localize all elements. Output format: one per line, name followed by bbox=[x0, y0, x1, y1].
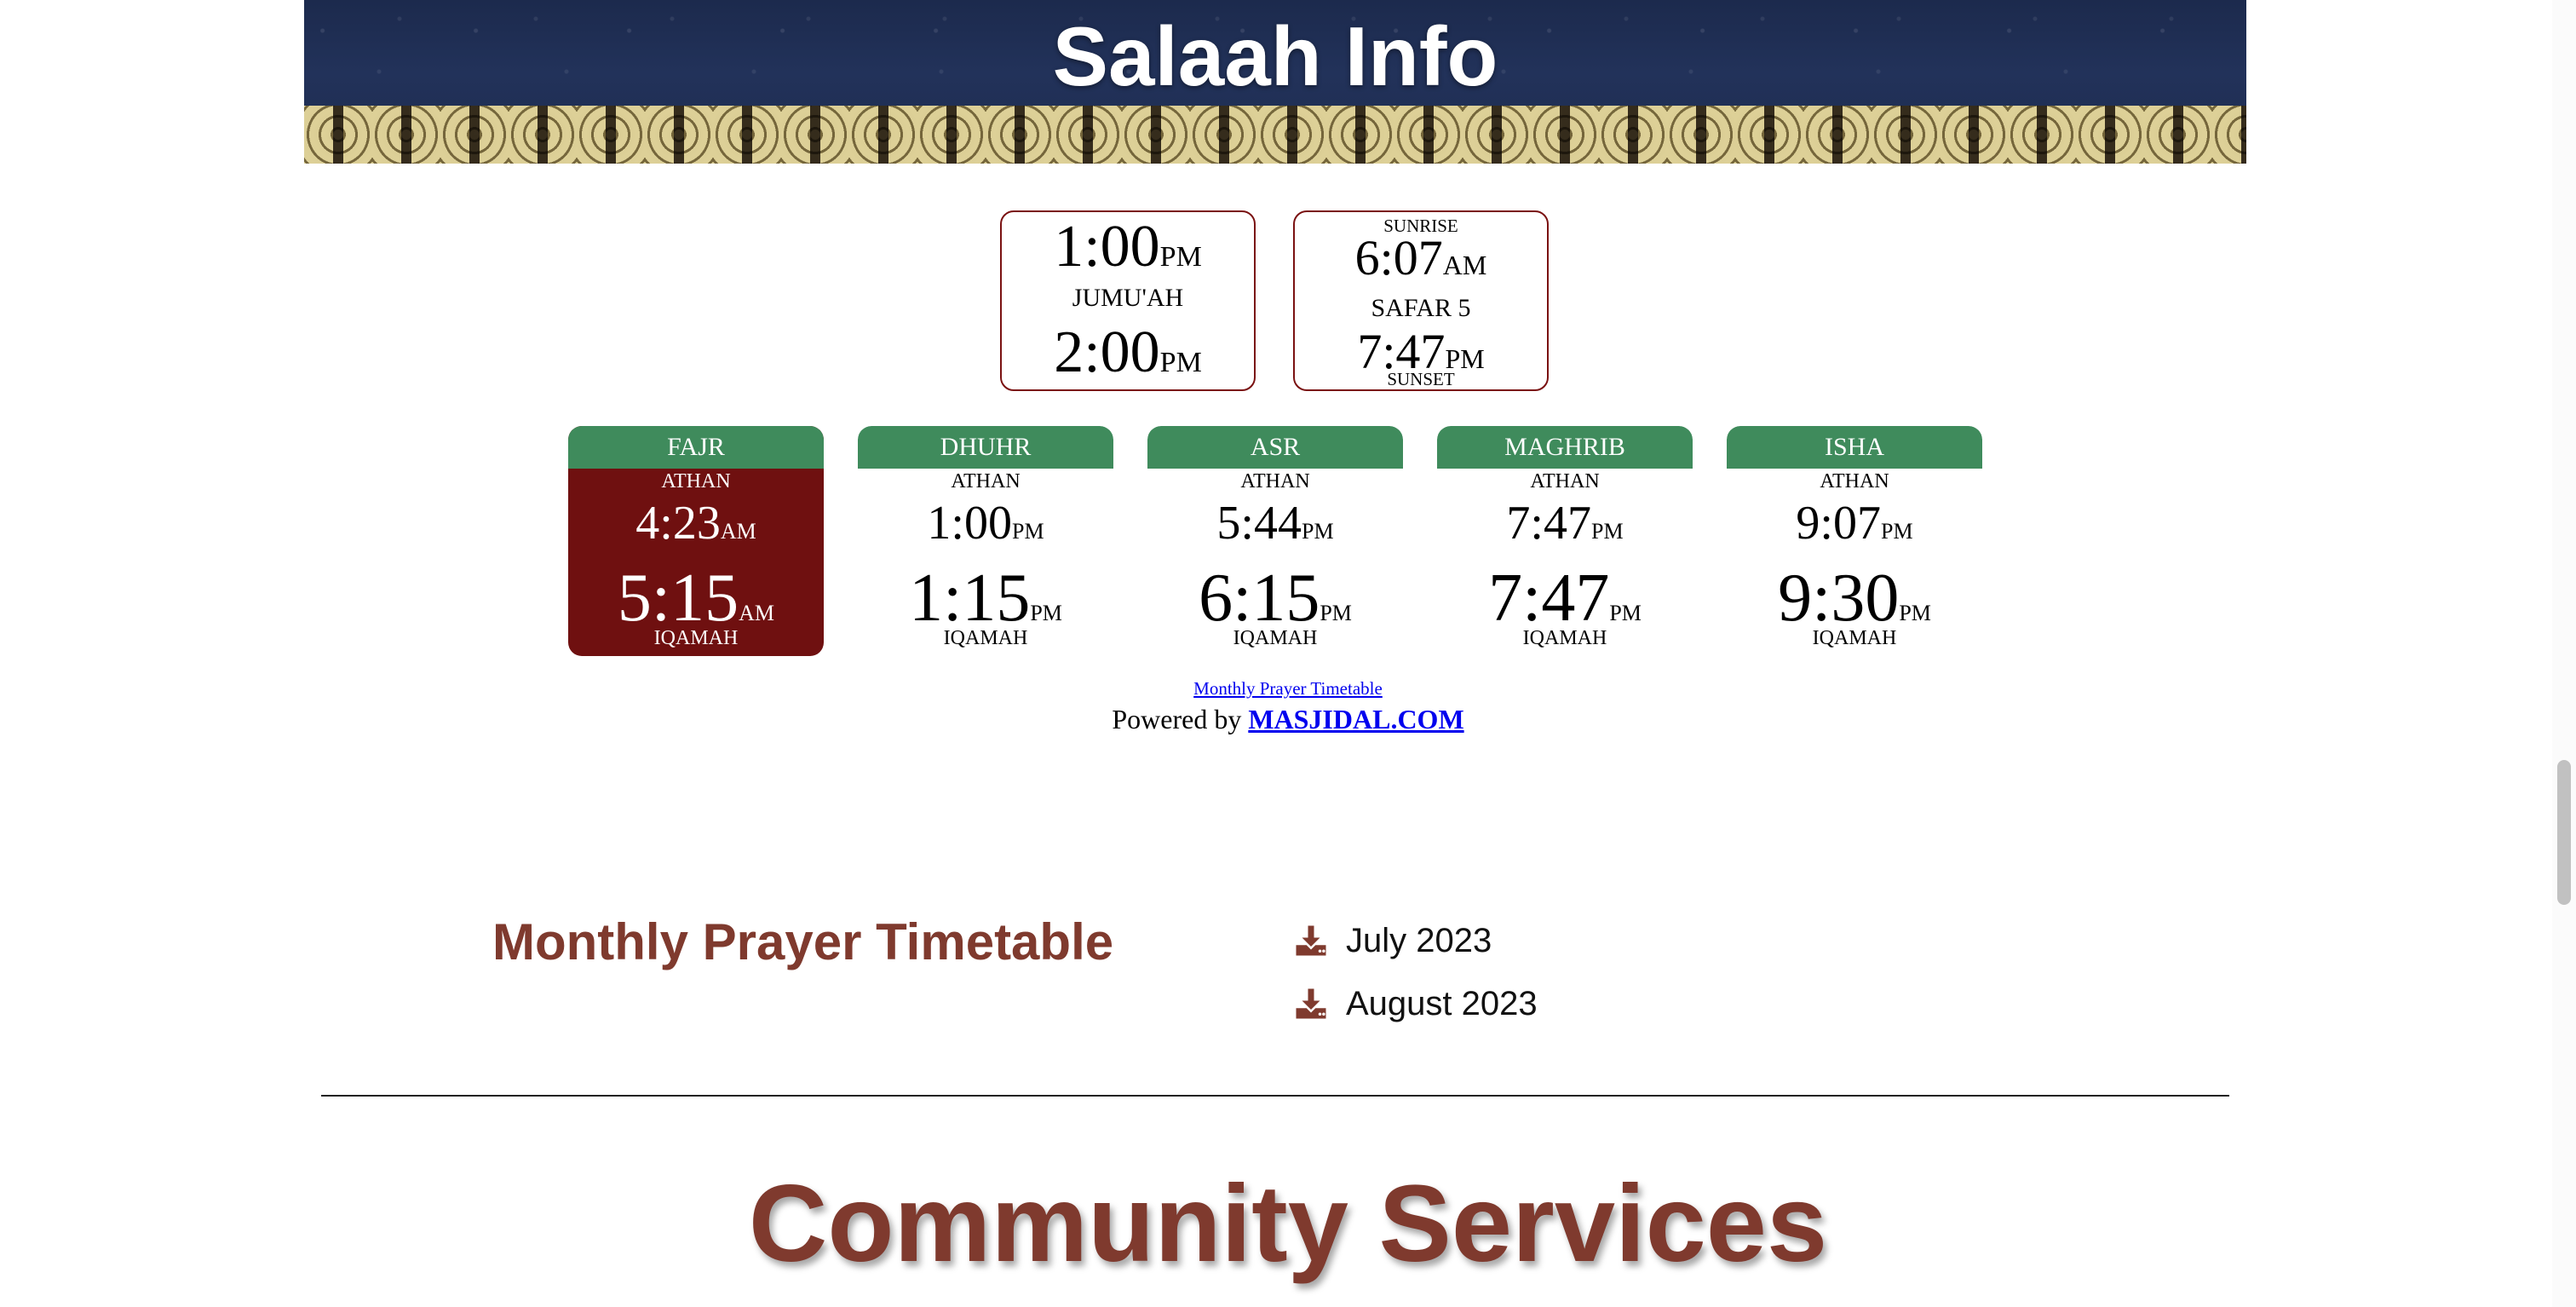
prayer-card-fajr: FAJR ATHAN 4:23AM 5:15AM IQAMAH bbox=[568, 426, 824, 656]
sun-box: SUNRISE 6:07AM SAFAR 5 7:47PM SUNSET bbox=[1293, 210, 1549, 391]
prayer-name: ISHA bbox=[1727, 426, 1982, 469]
scrollbar-track[interactable] bbox=[2552, 0, 2576, 1307]
iqamah-time: 5:15AM bbox=[617, 561, 775, 636]
prayer-card-maghrib: MAGHRIB ATHAN 7:47PM 7:47PM IQAMAH bbox=[1437, 426, 1693, 656]
iqamah-time: 9:30PM bbox=[1778, 561, 1931, 636]
powered-by-prefix: Powered by bbox=[1112, 704, 1249, 734]
iqamah-time: 6:15PM bbox=[1199, 561, 1352, 636]
prayer-name: ASR bbox=[1147, 426, 1403, 469]
scrollbar-thumb[interactable] bbox=[2557, 760, 2571, 905]
sunrise-label: SUNRISE bbox=[1383, 216, 1458, 236]
sunrise-time: 6:07AM bbox=[1354, 230, 1487, 285]
jumuah-time-1: 1:00PM bbox=[1054, 214, 1202, 279]
hero-carpet-border bbox=[304, 106, 2246, 164]
athan-time: 7:47PM bbox=[1506, 497, 1624, 550]
athan-time: 4:23AM bbox=[635, 497, 756, 550]
iqamah-time: 1:15PM bbox=[909, 561, 1062, 636]
iqamah-label: IQAMAH bbox=[1233, 627, 1318, 649]
jumuah-time-2: 2:00PM bbox=[1054, 320, 1202, 385]
iqamah-label: IQAMAH bbox=[653, 627, 739, 649]
iqamah-label: IQAMAH bbox=[943, 627, 1028, 649]
athan-label: ATHAN bbox=[661, 470, 731, 492]
iqamah-time: 7:47PM bbox=[1488, 561, 1642, 636]
jumuah-label: JUMU'AH bbox=[1072, 284, 1184, 312]
hero-banner: Salaah Info bbox=[304, 0, 2246, 164]
prayer-card-asr: ASR ATHAN 5:44PM 6:15PM IQAMAH bbox=[1147, 426, 1403, 656]
athan-time: 1:00PM bbox=[927, 497, 1044, 550]
prayer-name: FAJR bbox=[568, 426, 824, 469]
community-services-heading: Community Services bbox=[748, 1163, 1828, 1285]
hijri-date: SAFAR 5 bbox=[1371, 294, 1471, 322]
sunset-time: 7:47PM bbox=[1357, 324, 1485, 379]
download-label: August 2023 bbox=[1346, 984, 1538, 1022]
section-divider bbox=[321, 1095, 2229, 1097]
prayer-card-dhuhr: DHUHR ATHAN 1:00PM 1:15PM IQAMAH bbox=[858, 426, 1113, 656]
iqamah-label: IQAMAH bbox=[1812, 627, 1897, 649]
athan-time: 9:07PM bbox=[1796, 497, 1913, 550]
download-icon bbox=[1296, 925, 1326, 956]
jumuah-box: 1:00PM JUMU'AH 2:00PM bbox=[1000, 210, 1256, 391]
athan-label: ATHAN bbox=[951, 470, 1021, 492]
iqamah-label: IQAMAH bbox=[1522, 627, 1607, 649]
download-link-august[interactable]: August 2023 bbox=[1293, 978, 1538, 1029]
prayer-card-isha: ISHA ATHAN 9:07PM 9:30PM IQAMAH bbox=[1727, 426, 1982, 656]
powered-by: Powered by MASJIDAL.COM bbox=[0, 704, 2576, 735]
athan-label: ATHAN bbox=[1530, 470, 1600, 492]
download-link-july[interactable]: July 2023 bbox=[1293, 915, 1492, 966]
athan-label: ATHAN bbox=[1240, 470, 1310, 492]
download-label: July 2023 bbox=[1346, 921, 1492, 959]
monthly-timetable-heading: Monthly Prayer Timetable bbox=[492, 913, 1114, 970]
monthly-timetable-link[interactable]: Monthly Prayer Timetable bbox=[1193, 678, 1383, 699]
athan-label: ATHAN bbox=[1820, 470, 1889, 492]
sunset-label: SUNSET bbox=[1387, 369, 1455, 389]
hero-title: Salaah Info bbox=[1052, 9, 1498, 103]
athan-time: 5:44PM bbox=[1216, 497, 1334, 550]
download-icon bbox=[1296, 988, 1326, 1019]
prayer-name: MAGHRIB bbox=[1437, 426, 1693, 469]
masjidal-link[interactable]: MASJIDAL.COM bbox=[1248, 704, 1464, 734]
prayer-name: DHUHR bbox=[858, 426, 1113, 469]
